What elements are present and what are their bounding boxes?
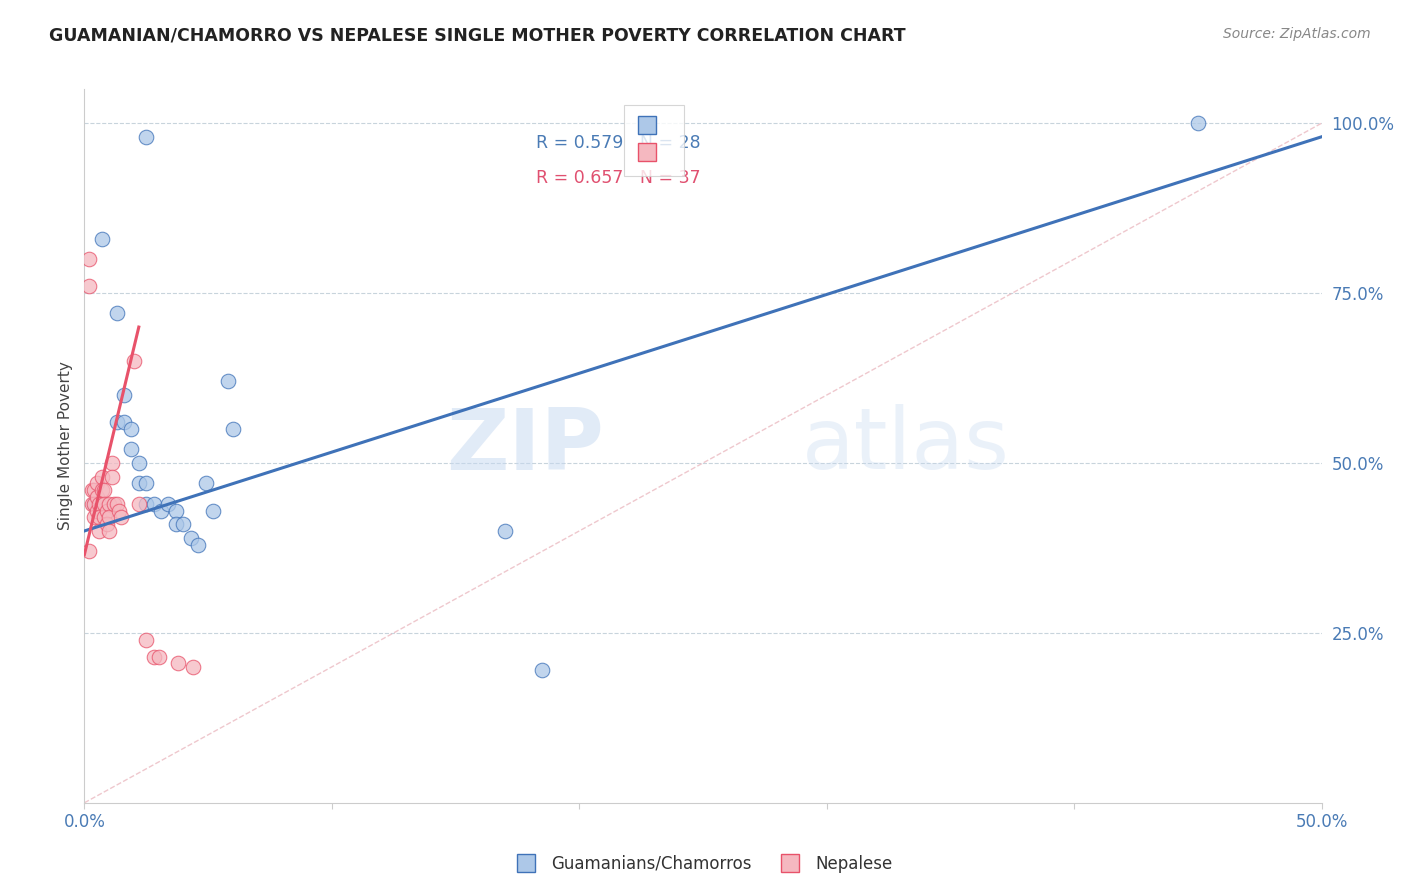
Point — [98, 524, 121, 538]
Text: R = 0.657   N = 37: R = 0.657 N = 37 — [536, 169, 700, 187]
Point — [202, 503, 225, 517]
Point — [120, 422, 142, 436]
Point — [93, 510, 115, 524]
Point — [100, 456, 122, 470]
Point — [83, 497, 105, 511]
Point — [80, 497, 103, 511]
Point — [105, 306, 128, 320]
Point — [165, 503, 187, 517]
Point — [135, 632, 157, 647]
Point — [98, 497, 121, 511]
Legend: Guamanians/Chamorros, Nepalese: Guamanians/Chamorros, Nepalese — [506, 848, 900, 880]
Point — [172, 517, 194, 532]
Point — [79, 544, 101, 558]
Point — [148, 649, 170, 664]
Point — [531, 663, 554, 677]
Point — [83, 483, 105, 498]
Point — [89, 510, 111, 524]
Point — [120, 442, 142, 457]
Point — [217, 375, 239, 389]
Point — [112, 388, 135, 402]
Y-axis label: Single Mother Poverty: Single Mother Poverty — [58, 361, 73, 531]
Point — [100, 469, 122, 483]
Point — [150, 503, 173, 517]
Point — [128, 456, 150, 470]
Point — [93, 483, 115, 498]
Point — [90, 469, 112, 483]
Point — [494, 524, 516, 538]
Point — [112, 415, 135, 429]
Point — [165, 517, 187, 532]
Point — [86, 476, 108, 491]
Point — [157, 497, 180, 511]
Point — [135, 497, 157, 511]
Point — [108, 503, 131, 517]
Point — [103, 497, 125, 511]
Point — [135, 476, 157, 491]
Point — [142, 649, 165, 664]
Text: ZIP: ZIP — [446, 404, 605, 488]
Point — [86, 490, 108, 504]
Text: Source: ZipAtlas.com: Source: ZipAtlas.com — [1223, 27, 1371, 41]
Point — [80, 483, 103, 498]
Point — [105, 497, 128, 511]
Point — [128, 476, 150, 491]
Point — [96, 503, 118, 517]
Point — [90, 232, 112, 246]
Point — [128, 497, 150, 511]
Text: atlas: atlas — [801, 404, 1010, 488]
Point — [181, 660, 204, 674]
Point — [79, 279, 101, 293]
Point — [83, 497, 105, 511]
Point — [96, 517, 118, 532]
Point — [122, 354, 145, 368]
Point — [89, 524, 111, 538]
Point — [98, 510, 121, 524]
Point — [142, 497, 165, 511]
Point — [90, 483, 112, 498]
Point — [89, 497, 111, 511]
Legend: , : , — [623, 104, 683, 176]
Point — [83, 510, 105, 524]
Point — [135, 129, 157, 144]
Point — [93, 497, 115, 511]
Point — [79, 252, 101, 266]
Point — [222, 422, 245, 436]
Point — [167, 657, 190, 671]
Point — [1187, 116, 1209, 130]
Point — [194, 476, 217, 491]
Text: R = 0.579   N = 28: R = 0.579 N = 28 — [536, 134, 700, 152]
Point — [105, 415, 128, 429]
Text: GUAMANIAN/CHAMORRO VS NEPALESE SINGLE MOTHER POVERTY CORRELATION CHART: GUAMANIAN/CHAMORRO VS NEPALESE SINGLE MO… — [49, 27, 905, 45]
Point — [86, 503, 108, 517]
Point — [187, 537, 209, 551]
Point — [180, 531, 202, 545]
Point — [110, 510, 132, 524]
